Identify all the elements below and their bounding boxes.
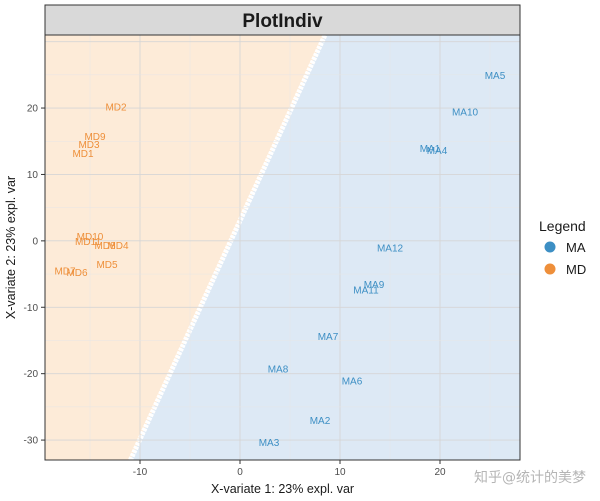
point-label-ma5: MA5 [485,71,506,82]
point-label-ma1: MA1 [420,144,441,155]
y-axis-label: X-variate 2: 23% expl. var [4,176,18,319]
point-label-ma9: MA9 [364,280,385,291]
legend-label-ma: MA [566,240,586,255]
legend-marker-ma [544,241,556,253]
point-label-ma12: MA12 [377,244,404,255]
point-label-ma2: MA2 [310,416,331,427]
watermark: 知乎@统计的美梦 [474,470,586,486]
y-axis: -30 -20 -10 0 10 20 [24,104,45,447]
point-label-md9: MD9 [84,132,106,143]
point-label-ma3: MA3 [259,438,280,449]
x-tick-label: 20 [434,467,446,478]
point-label-ma6: MA6 [342,376,363,387]
chart-title: PlotIndiv [242,11,323,32]
point-label-md4: MD4 [107,241,129,252]
point-label-ma7: MA7 [318,332,339,343]
point-label-ma10: MA10 [452,107,479,118]
y-tick-label: 20 [27,104,39,115]
x-tick-label: 0 [237,467,243,478]
point-label-md6: MD6 [66,268,88,279]
point-label-md8: MD8 [94,241,116,252]
point-label-md7: MD7 [54,267,76,278]
y-tick-label: 0 [32,236,38,247]
y-tick-label: -10 [24,303,39,314]
point-label-ma4: MA4 [427,146,448,157]
x-tick-label: -10 [133,467,148,478]
y-tick-label: 10 [27,170,39,181]
point-label-md2: MD2 [105,103,127,114]
point-label-ma11: MA11 [353,285,379,296]
panel-border [44,34,521,461]
legend-label-md: MD [566,262,586,277]
title-strip [44,4,521,36]
legend-title: Legend [539,218,586,234]
x-axis: -10 0 10 20 [133,460,446,478]
point-label-md3: MD3 [78,140,100,151]
y-tick-label: -20 [24,369,39,380]
legend-marker-md [544,263,556,275]
point-label-md1: MD1 [72,149,94,160]
x-tick-label: 10 [334,467,346,478]
point-label-md5: MD5 [96,260,118,271]
y-tick-label: -30 [24,436,39,447]
legend: Legend MA MD [539,218,586,277]
decision-boundary [128,35,328,460]
point-label-ma8: MA8 [268,364,289,375]
x-axis-label: X-variate 1: 23% expl. var [211,482,354,496]
point-label-md11: MD11 [75,237,101,248]
point-label-md10: MD10 [77,232,104,243]
